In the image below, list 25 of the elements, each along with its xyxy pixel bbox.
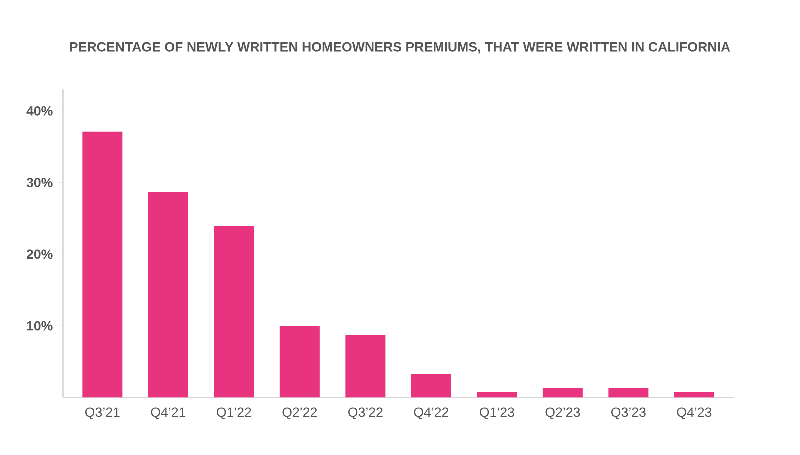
x-tick-label: Q3’21 bbox=[86, 408, 120, 420]
bar bbox=[82, 132, 123, 398]
bar bbox=[542, 388, 583, 398]
bar bbox=[280, 326, 320, 398]
x-tick-label: Q3’23 bbox=[612, 408, 646, 420]
x-tick-label: Q2’23 bbox=[546, 408, 580, 420]
x-tick-label: Q2’22 bbox=[282, 408, 318, 420]
bar bbox=[411, 374, 452, 398]
bar bbox=[346, 335, 386, 398]
y-tick-label: 10% bbox=[27, 321, 53, 331]
x-tick-label: Q3’22 bbox=[348, 408, 383, 420]
x-tick-label: Q4’21 bbox=[151, 408, 186, 420]
x-tick-label: Q1’22 bbox=[217, 408, 252, 420]
chart-title: PERCENTAGE OF NEWLY WRITTEN HOMEOWNERS PREMIUMS, THAT WERE WRITTEN IN CALIFORNIA bbox=[70, 42, 730, 54]
bar bbox=[477, 392, 518, 398]
y-tick-label: 30% bbox=[26, 178, 53, 188]
bar bbox=[608, 388, 649, 398]
x-tick-label: Q4’23 bbox=[677, 408, 712, 420]
y-tick-label: 40% bbox=[26, 106, 53, 116]
y-tick-label: 20% bbox=[26, 250, 53, 260]
x-tick-label: Q4’22 bbox=[414, 408, 449, 420]
bar bbox=[148, 192, 188, 398]
bar bbox=[214, 226, 254, 398]
x-tick-label: Q1’23 bbox=[480, 408, 514, 420]
bar bbox=[674, 392, 714, 398]
